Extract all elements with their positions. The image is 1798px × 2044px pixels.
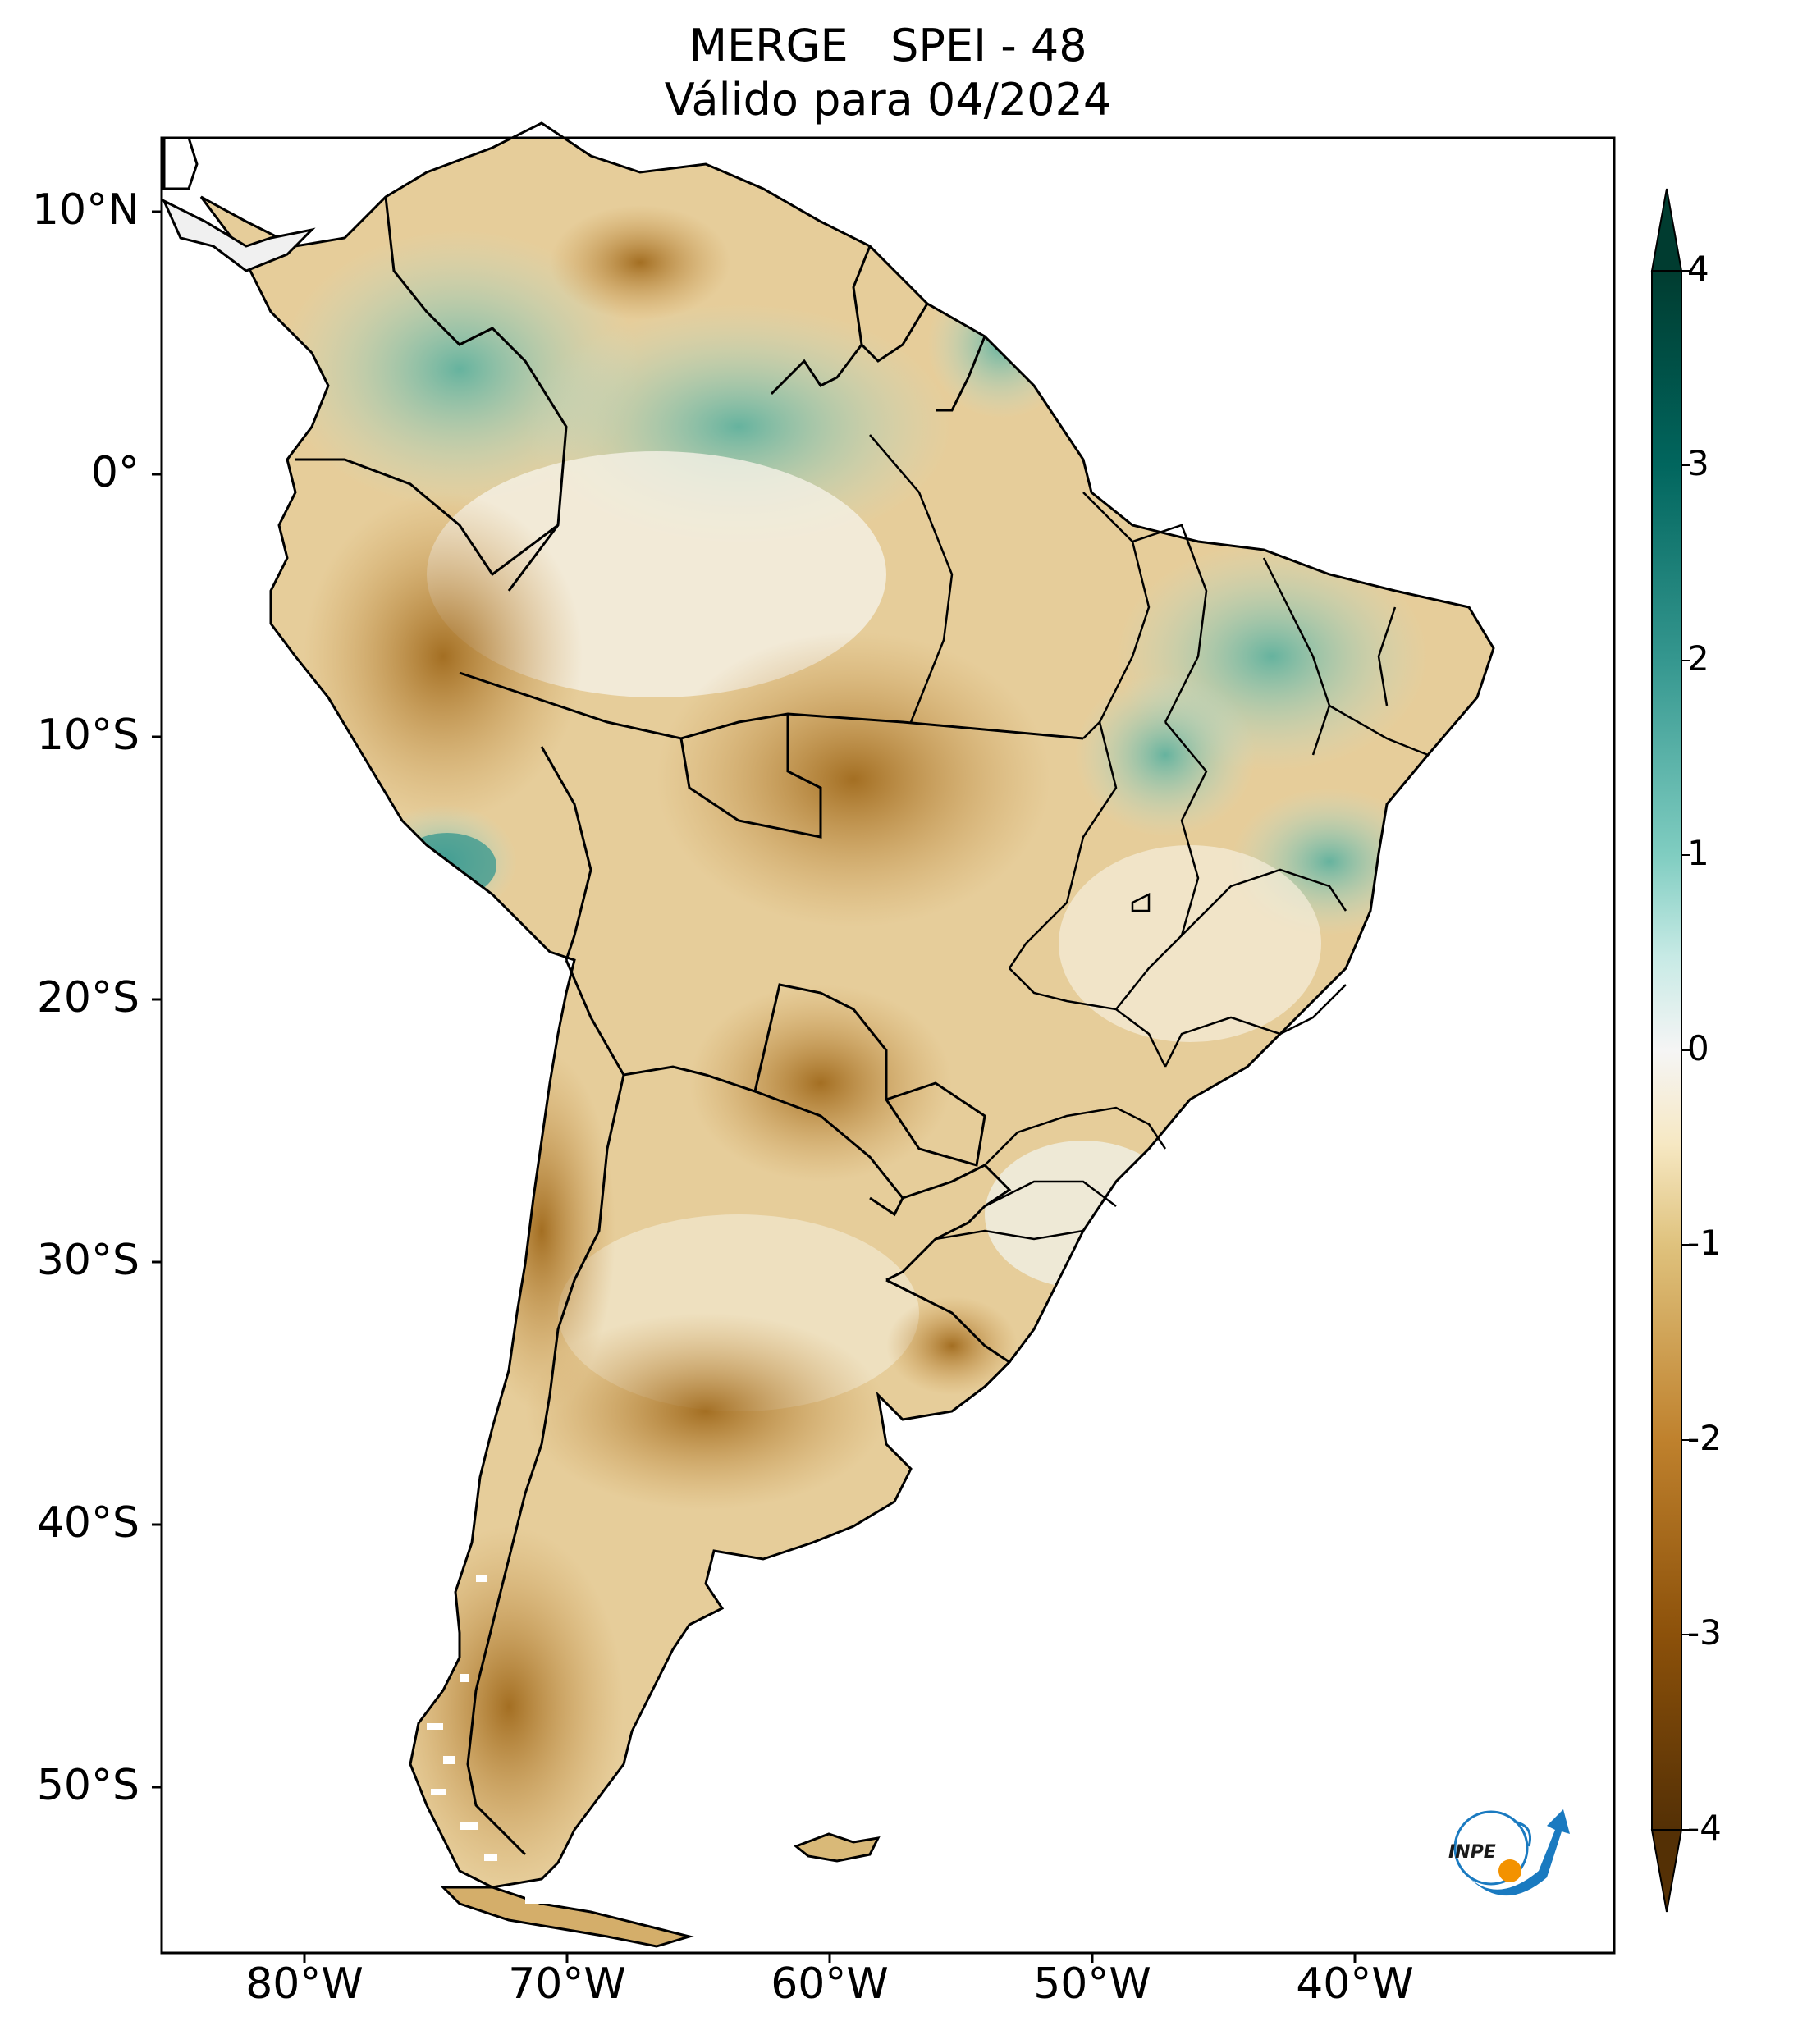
map-title: MERGE SPEI - 48: [162, 21, 1614, 71]
lon-label-60w: 60°W: [771, 1959, 889, 2009]
inpe-logo: INPE: [1448, 1809, 1570, 1896]
state-borders: [869, 434, 1429, 1241]
lon-label-40w: 40°W: [1296, 1959, 1414, 2009]
inpe-logo-text: INPE: [1448, 1842, 1496, 1863]
title-index: SPEI - 48: [890, 20, 1087, 71]
colorbar-label-2: 2: [1687, 638, 1709, 679]
colorbar-bar: [1651, 270, 1682, 1831]
lon-label-70w: 70°W: [508, 1959, 626, 2009]
lat-label-40s: 40°S: [36, 1498, 140, 1548]
colorbar-label-1: 1: [1687, 833, 1709, 873]
colorbar-label-3: 3: [1687, 443, 1709, 483]
colorbar-extend-top: [1650, 188, 1683, 272]
missing-data-speckle: [427, 1575, 550, 1904]
lon-label-50w: 50°W: [1033, 1959, 1151, 2009]
country-borders: [295, 196, 1084, 1856]
colorbar-label-minus2: -2: [1687, 1418, 1722, 1458]
falkland-islands: [794, 1832, 881, 1863]
map-subtitle: Válido para 04/2024: [664, 74, 1112, 126]
title-dataset: MERGE: [689, 20, 849, 71]
lat-label-10s: 10°S: [36, 711, 140, 760]
central-america: [161, 198, 316, 272]
colorbar-label-minus4: -4: [1687, 1808, 1722, 1848]
colorbar-label-minus1: -1: [1687, 1223, 1722, 1263]
colorbar-label-minus3: -3: [1687, 1612, 1722, 1653]
colorbar-label-0: 0: [1687, 1028, 1709, 1068]
colorbar-extend-bottom: [1650, 1829, 1683, 1913]
colorbar-label-4: 4: [1687, 249, 1709, 289]
plot-border: [160, 136, 1616, 1955]
lat-label-10n: 10°N: [31, 185, 140, 235]
lon-label-80w: 80°W: [245, 1959, 364, 2009]
axis-ticks: [152, 210, 1357, 1963]
lat-label-0: 0°: [90, 448, 140, 497]
lat-label-50s: 50°S: [36, 1761, 140, 1810]
colorbar: [1650, 188, 1690, 1913]
lat-label-30s: 30°S: [36, 1236, 140, 1285]
lat-label-20s: 20°S: [36, 973, 140, 1022]
